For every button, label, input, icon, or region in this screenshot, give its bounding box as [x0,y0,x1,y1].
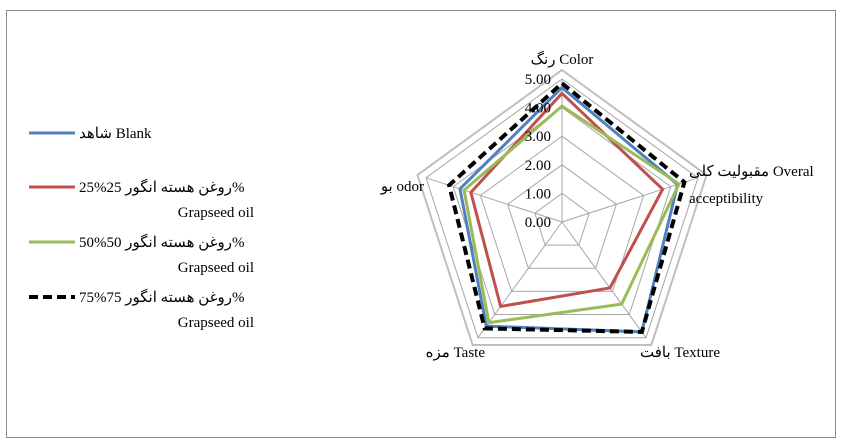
tick-label: 0.00 [525,215,551,231]
legend-label: 75%روغن هسته انگور 75% [79,288,244,306]
axis-label: بو odor [380,179,424,195]
axis-label: بافت Texture [640,345,720,361]
tick-label: 4.00 [525,101,551,117]
legend-label: 50%روغن هسته انگور 50% [79,233,244,251]
radar-chart: 0.00 1.00 2.00 3.00 4.00 5.00 رنگ Color مقبولی… [29,50,814,361]
legend-label: 25%روغن هسته انگور 25% [79,178,244,196]
axis-label: مقبولیت کلی Overal [689,164,814,180]
grid-ring [479,135,645,292]
grid-spoke [561,221,647,338]
series-line-0 [458,85,680,334]
grid-ring [534,192,590,246]
grid-spoke [477,221,563,338]
tick-label: 3.00 [525,129,551,145]
chart-frame: 0.00 1.00 2.00 3.00 4.00 5.00 رنگ Color مقبولی… [6,10,836,438]
axis-label: acceptibility [689,191,764,207]
legend-label: شاهد Blank [79,126,152,142]
legend-label: Grapseed oil [178,315,254,331]
radial-tick-labels: 0.00 1.00 2.00 3.00 4.00 5.00 [525,72,551,231]
legend-label: Grapseed oil [178,260,254,276]
radar-grid [416,68,708,346]
axis-label: مزه Taste [426,345,486,361]
series-line-3 [446,80,687,334]
series-line-1 [469,91,665,309]
tick-label: 5.00 [525,72,551,88]
axis-label: رنگ Color [531,50,594,68]
grid-spoke [561,177,699,223]
grid-ring [425,78,699,339]
grid-ring [507,164,617,269]
tick-label: 1.00 [525,186,551,202]
grid-ring [452,106,672,316]
legend: شاهد Blank 25%روغن هسته انگور 25% Grapseed… [29,126,254,331]
axis-labels: رنگ Color مقبولیت کلی Overal acceptibility… [380,50,814,361]
series-line-2 [462,104,681,325]
radar-series [446,80,687,334]
tick-label: 2.00 [525,158,551,174]
legend-label: Grapseed oil [178,205,254,221]
grid-outer-ring [416,68,708,346]
